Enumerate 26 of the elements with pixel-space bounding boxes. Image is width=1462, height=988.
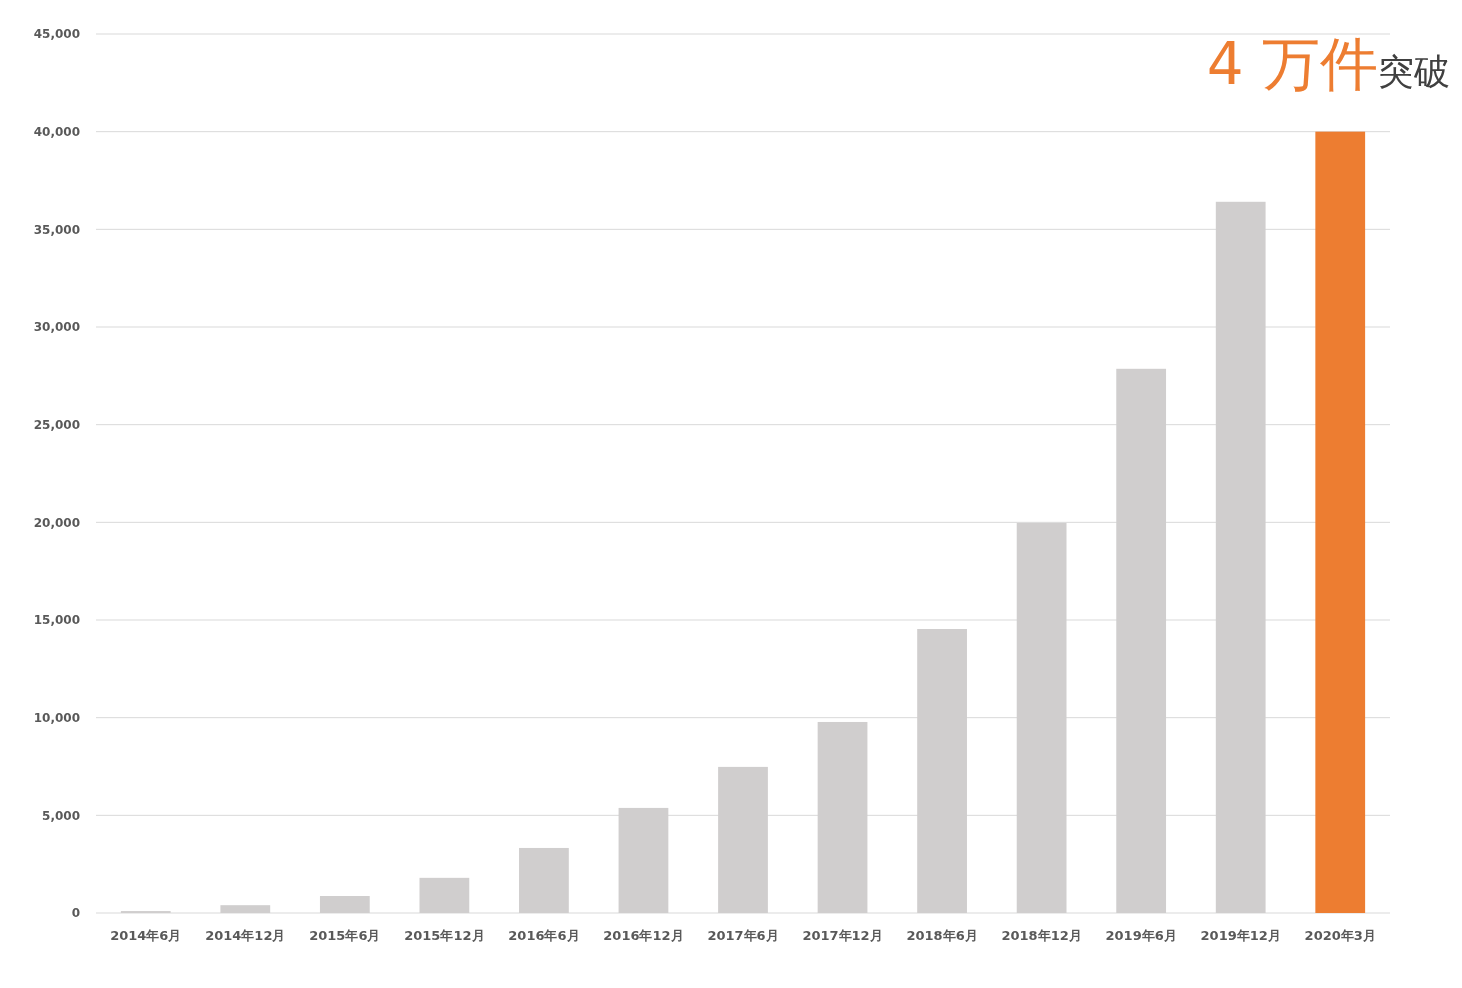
x-tick-label: 2019年12月 (1200, 928, 1281, 943)
x-tick-label: 2020年3月 (1304, 928, 1376, 943)
y-tick-label: 15,000 (33, 613, 80, 628)
x-tick-label: 2017年12月 (802, 928, 883, 943)
x-tick-label: 2014年6月 (110, 928, 182, 943)
y-tick-label: 35,000 (33, 222, 80, 237)
x-tick-label: 2014年12月 (205, 928, 286, 943)
y-tick-label: 45,000 (33, 27, 80, 42)
x-tick-label: 2017年6月 (707, 928, 779, 943)
y-tick-label: 30,000 (33, 320, 80, 335)
y-tick-label: 20,000 (33, 515, 80, 530)
x-tick-label: 2016年6月 (508, 928, 580, 943)
x-tick-label: 2018年6月 (906, 928, 978, 943)
y-tick-label: 25,000 (33, 417, 80, 432)
bar (1315, 131, 1366, 913)
y-tick-label: 0 (71, 906, 80, 921)
y-tick-label: 40,000 (33, 124, 80, 139)
x-tick-label: 2019年6月 (1105, 928, 1177, 943)
x-tick-label: 2016年12月 (603, 928, 684, 943)
y-tick-label: 10,000 (33, 710, 80, 725)
annotation: 突破 (1378, 51, 1450, 92)
x-tick-label: 2018年12月 (1001, 928, 1082, 943)
x-tick-label: 2015年6月 (309, 928, 381, 943)
y-tick-label: 5,000 (42, 808, 80, 823)
x-tick-label: 2015年12月 (404, 928, 485, 943)
annotation: 4 万件 (1206, 30, 1378, 98)
